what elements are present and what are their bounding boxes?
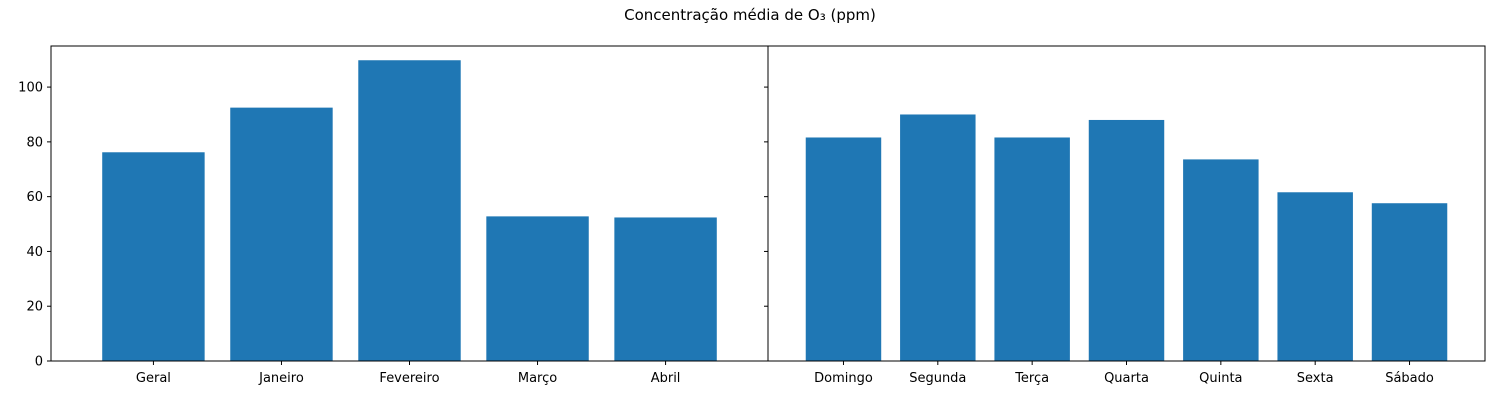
- y-tick-label-1-1: 0: [35, 355, 43, 370]
- y-tick-label-1-2: 20: [26, 300, 43, 315]
- x-tick-label-1-2: Janeiro: [258, 371, 304, 386]
- x-tick-label-1-1: Geral: [136, 371, 171, 386]
- x-tick-label-2-2: Segunda: [909, 371, 966, 386]
- bar-1-5: [614, 217, 717, 361]
- x-tick-label-1-5: Abril: [651, 371, 681, 386]
- bar-1-1: [102, 152, 205, 361]
- bar-1-4: [486, 216, 589, 361]
- bar-1-3: [358, 60, 461, 362]
- bar-1-2: [230, 107, 333, 361]
- x-tick-label-2-4: Quarta: [1104, 371, 1149, 386]
- bar-2-5: [1183, 159, 1259, 361]
- y-tick-label-1-4: 60: [26, 190, 43, 205]
- bar-2-6: [1277, 192, 1353, 361]
- x-tick-label-2-3: Terça: [1014, 371, 1049, 386]
- bar-2-1: [805, 137, 882, 361]
- bar-2-4: [1088, 119, 1165, 362]
- x-tick-label-1-3: Fevereiro: [379, 371, 439, 386]
- bar-2-7: [1371, 203, 1448, 361]
- x-tick-label-2-1: Domingo: [814, 371, 873, 386]
- x-tick-label-2-6: Sexta: [1297, 371, 1334, 386]
- axes-frame-2: [767, 45, 1486, 362]
- y-tick-label-1-5: 80: [26, 135, 43, 150]
- y-tick-label-1-3: 40: [26, 245, 43, 260]
- x-tick-label-1-4: Março: [518, 371, 557, 386]
- y-tick-label-1-6: 100: [18, 81, 43, 96]
- x-tick-label-2-5: Quinta: [1199, 371, 1242, 386]
- bar-2-2: [900, 114, 976, 361]
- chart-title: Concentração média de O₃ (ppm): [624, 6, 876, 24]
- x-tick-label-2-7: Sábado: [1385, 371, 1434, 386]
- bar-2-3: [994, 137, 1070, 361]
